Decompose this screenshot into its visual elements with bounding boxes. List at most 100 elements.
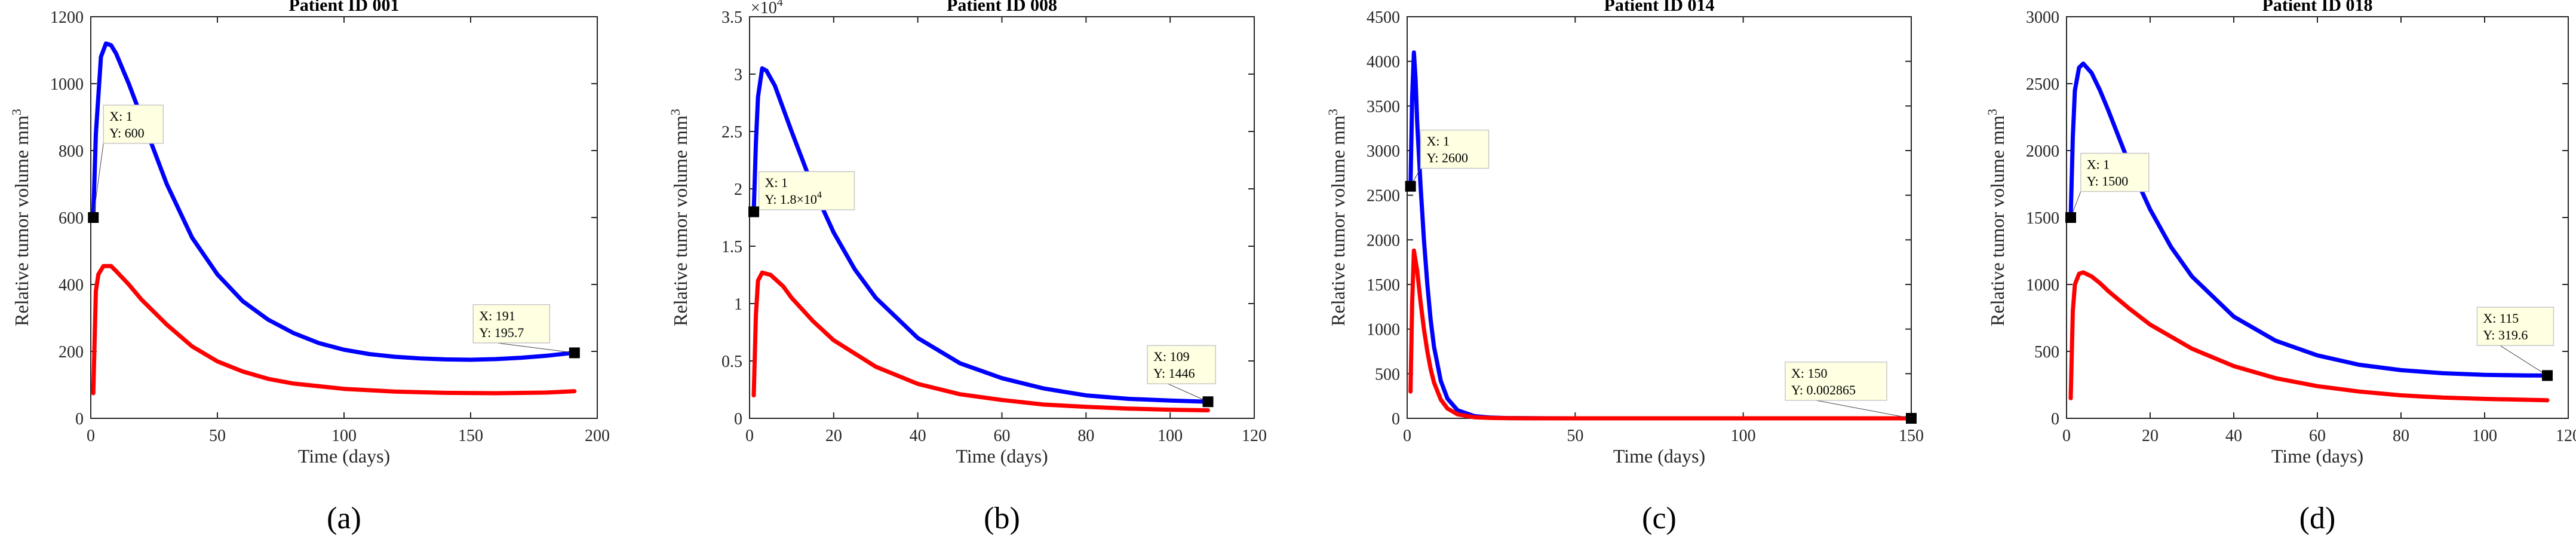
datatip-box <box>758 171 855 210</box>
datatip-marker[interactable] <box>1405 180 1416 192</box>
datatip-y-value: Y: 1.8×104 <box>764 190 821 207</box>
x-tick-label: 80 <box>1077 427 1094 445</box>
y-tick-label: 2500 <box>2026 75 2059 94</box>
datatip-x-value: X: 191 <box>479 308 515 323</box>
x-tick-label: 60 <box>2309 427 2326 445</box>
y-tick-label: 3.5 <box>721 8 742 27</box>
datatip-leader <box>1168 383 1208 402</box>
x-tick-label: 150 <box>458 427 483 445</box>
datatip-y-value: Y: 600 <box>109 125 144 140</box>
datatip-box <box>2080 152 2150 192</box>
chart-title: Patient ID 001 <box>289 0 400 15</box>
panel-label: (a) <box>327 501 361 535</box>
plot-area <box>1407 16 1912 419</box>
datatip-y-value: Y: 195.7 <box>479 325 524 340</box>
datatip-box <box>2476 307 2554 346</box>
chart-panel-d: 0 20 40 60 80 100 120 0 500 1000 1500 2000 2500 3000 P… <box>1985 0 2576 535</box>
x-tick-label: 0 <box>2062 427 2071 445</box>
panel-label: (b) <box>984 501 1020 535</box>
y-axis-label: Relative tumor volume mm3 <box>1325 109 1349 326</box>
datatip-y-value: Y: 1446 <box>1153 366 1195 381</box>
datatip-box <box>103 105 164 144</box>
datatip-marker[interactable] <box>1202 396 1214 408</box>
datatip-marker[interactable] <box>1906 412 1917 424</box>
x-tick-label: 100 <box>1731 427 1756 445</box>
datatip-y-value: Y: 319.6 <box>2483 327 2528 342</box>
series-line-upper <box>91 41 577 362</box>
datatip-box <box>1147 345 1216 384</box>
y-tick-label: 3000 <box>2026 8 2059 27</box>
x-tick-label: 40 <box>910 427 926 445</box>
datatip-x-value: X: 109 <box>1153 349 1190 364</box>
y-tick-label: 0 <box>1392 410 1400 428</box>
datatip-leader <box>1815 400 1912 419</box>
datatip-x-value: X: 1 <box>1427 134 1450 149</box>
y-tick-label: 0.5 <box>721 353 742 371</box>
datatip-marker[interactable] <box>88 212 99 223</box>
y-tick-label: 500 <box>1375 365 1400 384</box>
x-tick-label: 0 <box>745 427 754 445</box>
datatip-marker[interactable] <box>748 206 760 218</box>
y-axis-label: Relative tumor volume mm3 <box>668 109 691 326</box>
y-axis-multiplier: ×104 <box>751 0 783 17</box>
datatip-marker[interactable] <box>569 347 580 359</box>
datatip-box <box>1785 362 1887 401</box>
x-tick-label: 60 <box>994 427 1011 445</box>
x-axis-label: Time (days) <box>2271 445 2363 467</box>
datatip-x-value: X: 1 <box>109 109 133 124</box>
x-tick-label: 120 <box>2556 427 2576 445</box>
x-tick-label: 120 <box>1242 427 1267 445</box>
datatip-y-value: Y: 1500 <box>2087 173 2128 188</box>
x-tick-label: 40 <box>2225 427 2242 445</box>
x-tick-label: 0 <box>87 427 95 445</box>
datatip-x-value: X: 115 <box>2483 311 2519 326</box>
x-axis-label: Time (days) <box>1613 445 1705 467</box>
y-tick-label: 0 <box>734 410 742 428</box>
y-tick-label: 3 <box>734 66 742 84</box>
y-tick-label: 1 <box>734 295 742 314</box>
y-tick-label: 1500 <box>2026 209 2059 228</box>
datatip-marker[interactable] <box>2542 370 2553 381</box>
datatip-y-value: Y: 2600 <box>1427 151 1468 166</box>
y-tick-label: 3000 <box>1367 142 1400 161</box>
y-tick-label: 2 <box>734 180 742 199</box>
x-tick-label: 20 <box>825 427 842 445</box>
datatip-y-value: Y: 0.002865 <box>1791 382 1856 397</box>
y-axis-label: Relative tumor volume mm3 <box>1985 109 2008 326</box>
y-tick-label: 400 <box>59 276 84 295</box>
y-tick-label: 1200 <box>50 8 84 27</box>
y-tick-label: 1000 <box>1367 321 1400 339</box>
x-tick-label: 100 <box>1157 427 1183 445</box>
datatip-leader <box>2500 345 2548 376</box>
y-tick-label: 2500 <box>1367 187 1400 206</box>
x-tick-label: 100 <box>331 427 357 445</box>
chart-panel-b: 0 20 40 60 80 100 120 0 0.5 1 1.5 2 2.5 3 3.5 ×104 Patie… <box>668 0 1267 535</box>
datatip-x-value: X: 1 <box>2087 157 2110 172</box>
panel-label: (c) <box>1642 501 1677 535</box>
x-axis-label: Time (days) <box>956 445 1048 467</box>
x-tick-label: 0 <box>1403 427 1411 445</box>
y-tick-label: 0 <box>2051 410 2059 428</box>
datatip-box <box>1420 129 1490 169</box>
y-tick-label: 2000 <box>2026 142 2059 161</box>
x-tick-label: 80 <box>2393 427 2409 445</box>
series-line-lower <box>91 264 577 396</box>
x-tick-label: 50 <box>1567 427 1583 445</box>
x-tick-label: 100 <box>2472 427 2497 445</box>
y-tick-label: 1.5 <box>721 238 742 256</box>
chart-title: Patient ID 018 <box>2262 0 2373 15</box>
series-line-lower <box>1408 248 1914 421</box>
x-tick-label: 200 <box>585 427 610 445</box>
datatip-leader <box>496 342 575 353</box>
y-tick-label: 1000 <box>50 75 84 94</box>
datatip-x-value: X: 1 <box>764 175 788 190</box>
y-axis-label: Relative tumor volume mm3 <box>9 109 32 326</box>
y-tick-label: 600 <box>59 209 84 228</box>
y-tick-label: 4000 <box>1367 53 1400 72</box>
y-tick-label: 500 <box>2034 343 2059 362</box>
y-tick-label: 1500 <box>1367 276 1400 295</box>
y-tick-label: 0 <box>75 410 84 428</box>
datatip-marker[interactable] <box>2065 212 2076 223</box>
y-tick-label: 2.5 <box>721 123 742 142</box>
